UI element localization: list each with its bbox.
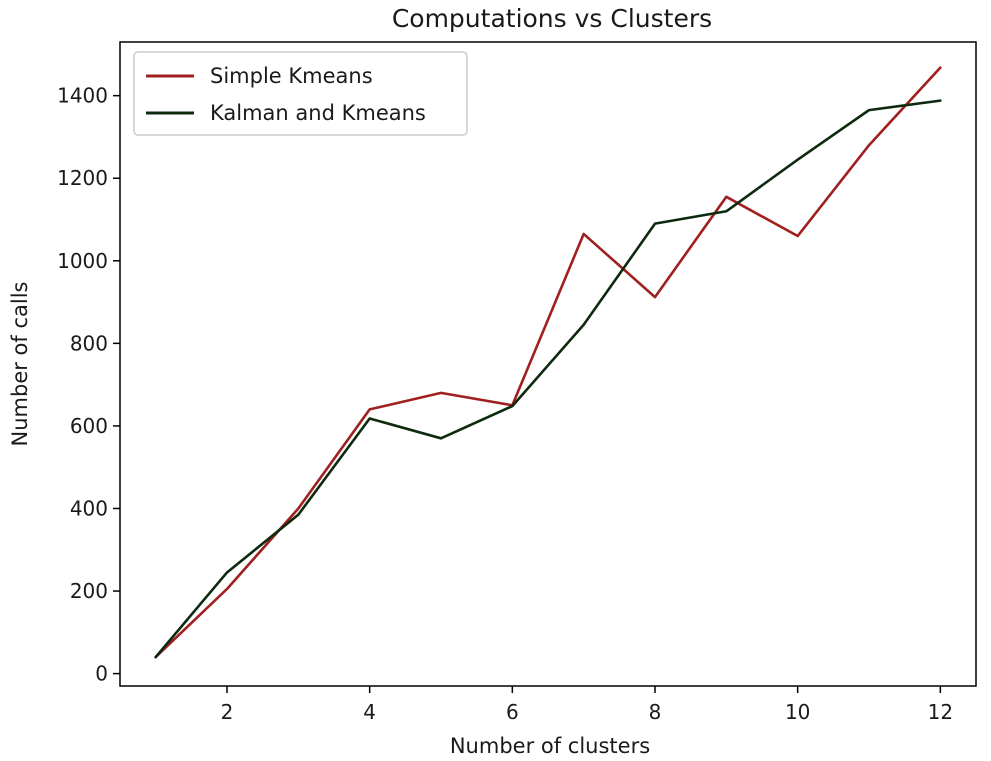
legend-box (133, 51, 468, 136)
x-axis-label: Number of clusters (450, 734, 650, 758)
x-axis: 2 4 6 8 10 12 (221, 686, 953, 724)
series-line-2 (154, 99, 942, 659)
series-line-1 (154, 66, 942, 659)
chart-title: Computations vs Clusters (392, 4, 712, 33)
y-tick-label: 1200 (57, 166, 108, 190)
y-tick-label: 1400 (57, 84, 108, 108)
y-tick-label: 0 (95, 662, 108, 686)
x-tick-label: 12 (928, 700, 953, 724)
x-tick-label: 6 (506, 700, 519, 724)
legend-label-1: Simple Kmeans (210, 64, 373, 88)
y-axis-label: Number of calls (8, 282, 32, 447)
plot-frame (119, 41, 977, 687)
legend: Simple Kmeans Kalman and Kmeans (133, 51, 468, 136)
legend-label-2: Kalman and Kmeans (210, 101, 426, 125)
y-axis: 0 200 400 600 800 1000 1200 1400 (57, 84, 120, 686)
series-layer (154, 66, 942, 659)
y-tick-label: 200 (70, 579, 108, 603)
y-tick-label: 400 (70, 496, 108, 520)
x-tick-label: 8 (649, 700, 662, 724)
y-tick-label: 1000 (57, 249, 108, 273)
x-tick-label: 4 (363, 700, 376, 724)
y-tick-label: 800 (70, 331, 108, 355)
x-tick-label: 10 (785, 700, 810, 724)
y-tick-label: 600 (70, 414, 108, 438)
x-tick-label: 2 (221, 700, 234, 724)
